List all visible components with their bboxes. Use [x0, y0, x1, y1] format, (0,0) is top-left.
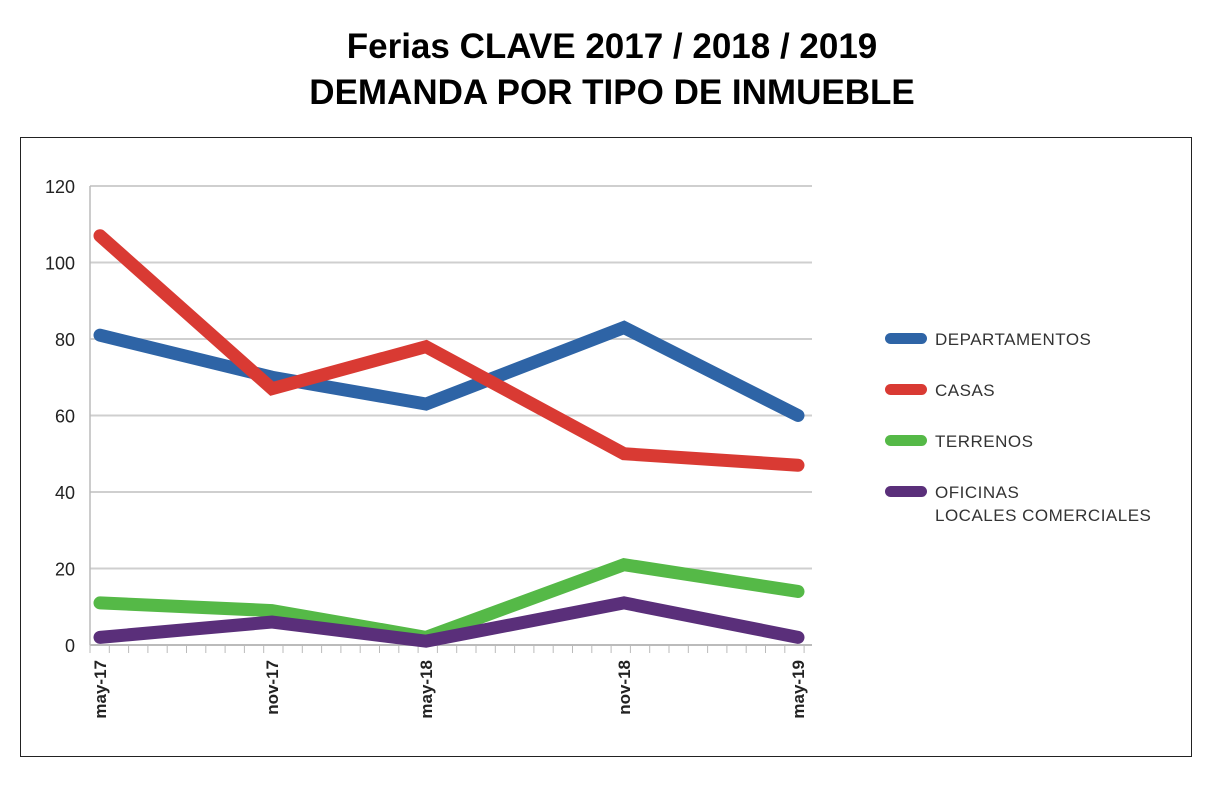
series-line-departamentos — [93, 320, 805, 422]
legend-label: DEPARTAMENTOS — [935, 330, 1092, 349]
legend-label-line: OFICINAS — [935, 483, 1020, 502]
legend-label: TERRENOS — [935, 432, 1034, 451]
y-tick-label: 20 — [55, 560, 75, 580]
chart-frame — [20, 137, 1192, 757]
x-tick-label: nov-17 — [263, 660, 282, 715]
y-tick-label: 120 — [45, 177, 75, 197]
x-tick-label: nov-18 — [615, 660, 634, 715]
legend-label: OFICINAS LOCALES COMERCIALES — [935, 481, 1151, 527]
legend-swatch — [885, 486, 927, 497]
legend-swatch — [885, 384, 927, 395]
y-tick-label: 0 — [65, 636, 75, 656]
chart-subtitle: DEMANDA POR TIPO DE INMUEBLE — [309, 73, 915, 112]
y-tick-label: 60 — [55, 407, 75, 427]
y-tick-label: 80 — [55, 330, 75, 350]
series-line-casas — [93, 229, 805, 472]
y-tick-label: 40 — [55, 483, 75, 503]
legend-label-line: LOCALES COMERCIALES — [935, 506, 1152, 525]
legend-swatch — [885, 435, 927, 446]
legend-swatch — [885, 333, 927, 344]
x-tick-label: may-18 — [417, 660, 436, 719]
chart-title: Ferias CLAVE 2017 / 2018 / 2019 — [346, 27, 878, 66]
legend-label: CASAS — [935, 381, 996, 400]
x-tick-label: may-19 — [789, 660, 808, 719]
x-tick-label: may-17 — [91, 660, 110, 719]
y-tick-label: 100 — [45, 254, 75, 274]
